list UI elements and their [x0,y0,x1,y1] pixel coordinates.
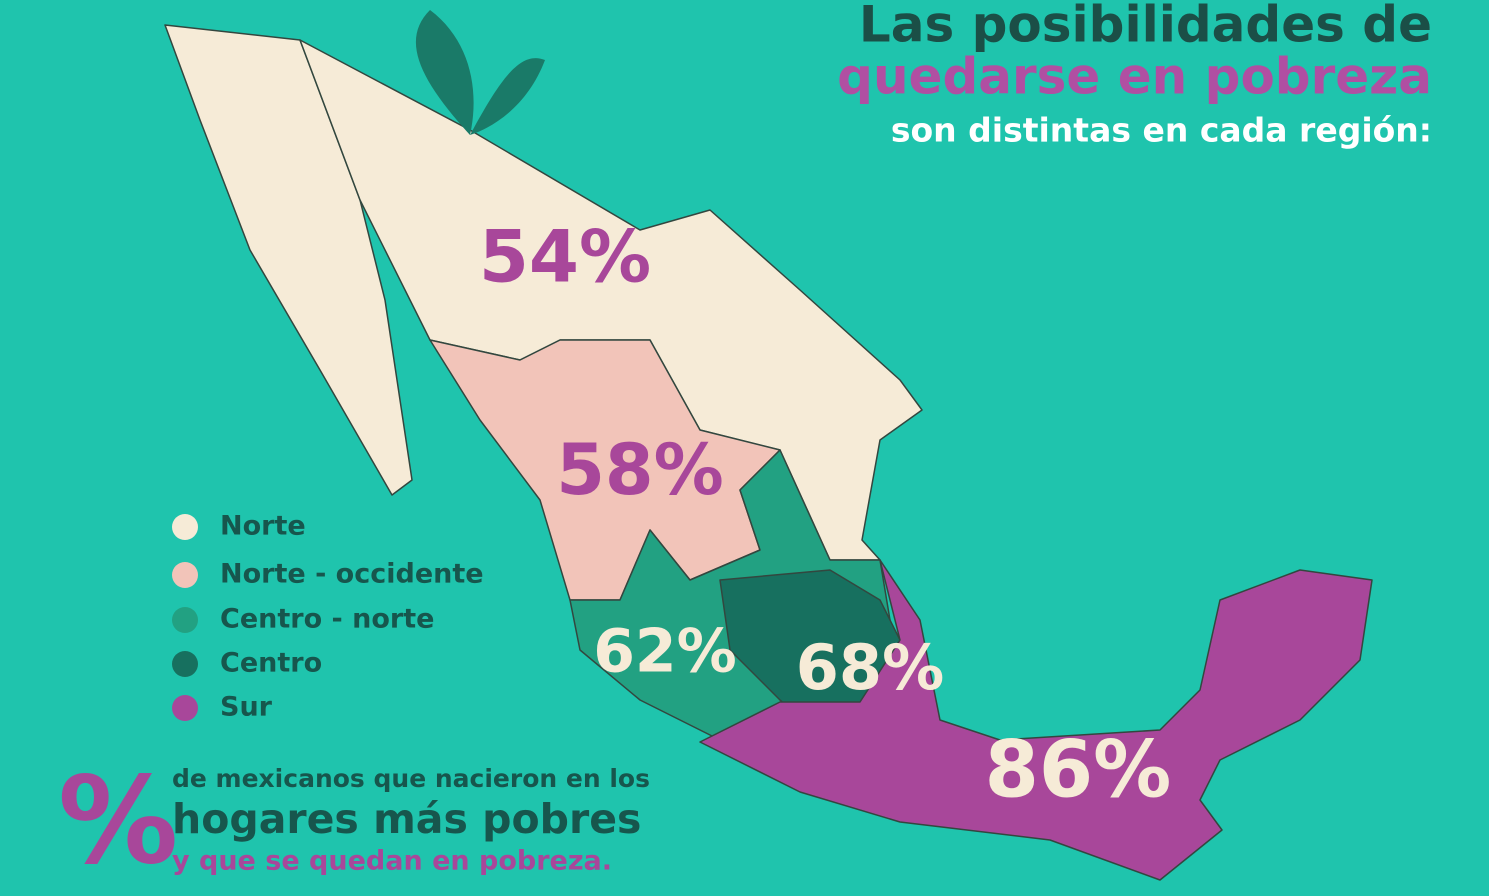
legend-swatch [172,651,198,677]
legend-swatch [172,695,198,721]
title-line: quedarse en pobreza [837,48,1432,106]
region-sur [699,559,1373,881]
region-percentage: 86% [985,725,1172,815]
region-percentage: 68% [796,631,944,704]
legend-label: Centro - norte [220,604,434,635]
subtitle: son distintas en cada región: [891,111,1432,150]
legend-label: Norte - occidente [220,559,484,590]
plant [415,10,545,135]
legend-label: Sur [220,692,273,723]
legend-swatch [172,562,198,588]
region-percentage: 58% [556,429,724,511]
legend-label: Norte [220,511,306,542]
legend-swatch [172,607,198,633]
footer-text: y que se quedan en pobreza. [172,846,612,877]
legend-label: Centro [220,648,322,679]
legend-swatch [172,514,198,540]
region-percentage: 54% [479,215,651,299]
title-line: Las posibilidades de [859,0,1432,54]
percent-symbol: % [58,753,178,892]
footer-text: hogares más pobres [172,795,641,843]
footer-text: de mexicanos que nacieron en los [172,764,650,793]
region-percentage: 62% [593,617,737,687]
